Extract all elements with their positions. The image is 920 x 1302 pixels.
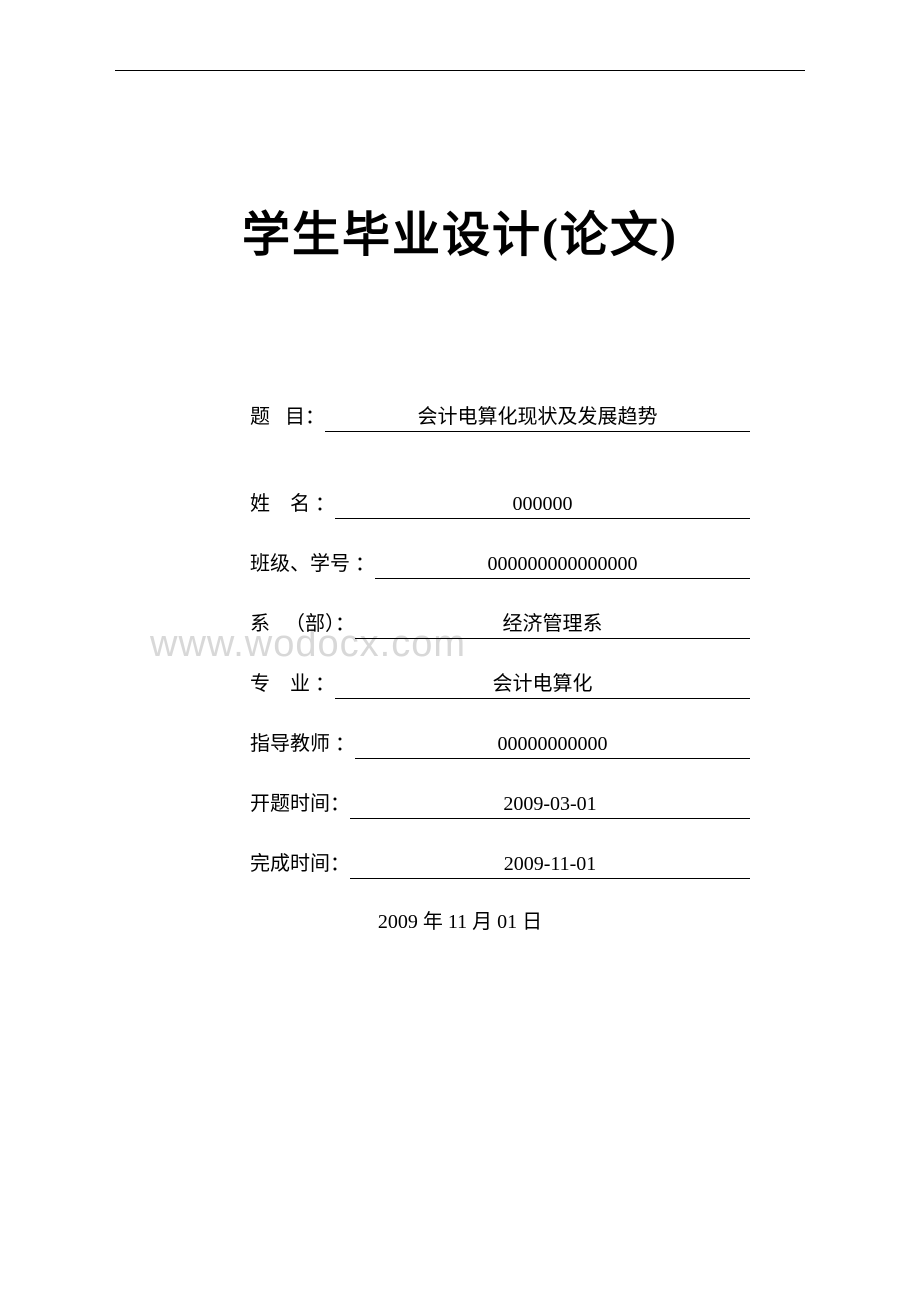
form-value-wrapper: 会计电算化现状及发展趋势: [325, 400, 750, 432]
form-label: 系 （部）：: [250, 607, 355, 636]
form-value-wrapper: 经济管理系: [355, 607, 750, 639]
form-value-wrapper: 2009-03-01: [350, 793, 750, 819]
form-value: 00000000000: [498, 733, 608, 756]
form-row-name: 姓 名 ： 000000: [250, 487, 750, 519]
form-label: 完成时间：: [250, 847, 350, 876]
form-value: 2009-11-01: [504, 853, 597, 876]
form-label: 姓 名 ：: [250, 487, 335, 516]
form-value-wrapper: 00000000000: [355, 733, 750, 759]
form-value: 2009-03-01: [503, 793, 596, 816]
form-row-topic: 题 目： 会计电算化现状及发展趋势: [250, 400, 750, 432]
form-value: 经济管理系: [503, 607, 603, 636]
form-row-department: 系 （部）： 经济管理系: [250, 607, 750, 639]
form-row-major: 专 业 ： 会计电算化: [250, 667, 750, 699]
form-label: 题 目：: [250, 400, 325, 429]
document-date: 2009 年 11 月 01 日: [0, 905, 920, 934]
form-value: 会计电算化现状及发展趋势: [418, 400, 658, 429]
form-label: 专 业 ：: [250, 667, 335, 696]
form-value-wrapper: 会计电算化: [335, 667, 750, 699]
form-row-class-id: 班级、学号 ： 000000000000000: [250, 547, 750, 579]
form-value-wrapper: 000000: [335, 493, 750, 519]
form-value: 000000: [513, 493, 573, 516]
form-value-wrapper: 2009-11-01: [350, 853, 750, 879]
form-label: 开题时间：: [250, 787, 350, 816]
document-main-title: 学生毕业设计(论文): [0, 195, 920, 265]
form-value: 000000000000000: [488, 553, 638, 576]
header-divider-line: [115, 70, 805, 71]
form-value-wrapper: 000000000000000: [375, 553, 750, 579]
form-row-advisor: 指导教师 ： 00000000000: [250, 727, 750, 759]
form-value: 会计电算化: [493, 667, 593, 696]
form-section: 题 目： 会计电算化现状及发展趋势 姓 名 ： 000000 班级、学号 ： 0…: [250, 400, 750, 907]
form-label: 指导教师 ：: [250, 727, 355, 756]
form-row-end-date: 完成时间： 2009-11-01: [250, 847, 750, 879]
form-row-start-date: 开题时间： 2009-03-01: [250, 787, 750, 819]
form-label: 班级、学号 ：: [250, 547, 375, 576]
